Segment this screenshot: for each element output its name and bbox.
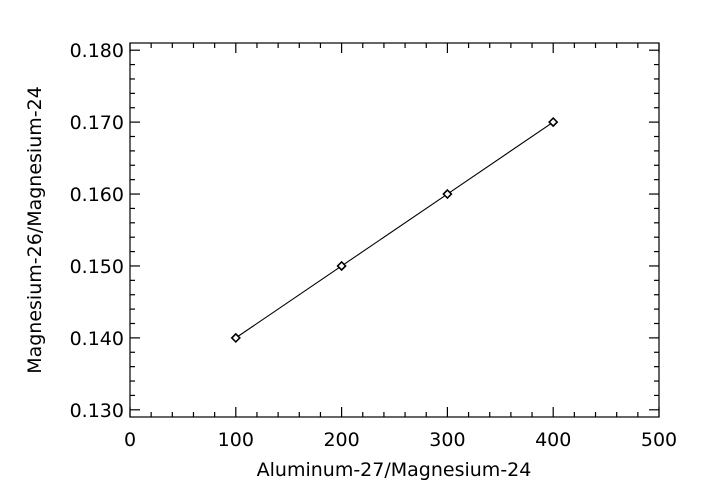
x-tick-label: 200 (323, 429, 359, 451)
x-tick-label: 0 (124, 429, 136, 451)
y-tick-label: 0.160 (70, 184, 124, 206)
x-axis-ticks (129, 43, 660, 417)
x-tick-label: 500 (641, 429, 677, 451)
x-tick-label: 400 (535, 429, 571, 451)
x-tick-label: 300 (429, 429, 465, 451)
y-axis-tick-labels: 0.130 0.140 0.150 0.160 0.170 0.180 (70, 40, 124, 422)
data-point-diamond (548, 116, 559, 128)
series-layer (230, 116, 559, 344)
y-axis-label: Magnesium-26/Magnesium-24 (24, 86, 46, 374)
plot-frame (129, 42, 660, 418)
data-point-diamond (230, 332, 241, 344)
y-tick-label: 0.130 (70, 400, 124, 422)
data-point-diamond (336, 260, 347, 272)
x-tick-label: 100 (218, 429, 254, 451)
x-axis-tick-labels: 0 100 200 300 400 500 (124, 429, 677, 451)
y-tick-label: 0.170 (70, 112, 124, 134)
x-axis-label: Aluminum-27/Magnesium-24 (257, 459, 532, 481)
y-tick-label: 0.140 (70, 328, 124, 350)
y-tick-label: 0.180 (70, 40, 124, 62)
data-point-diamond (442, 188, 453, 200)
series-line (235, 121, 554, 339)
y-tick-label: 0.150 (70, 256, 124, 278)
y-axis-ticks (130, 49, 659, 411)
